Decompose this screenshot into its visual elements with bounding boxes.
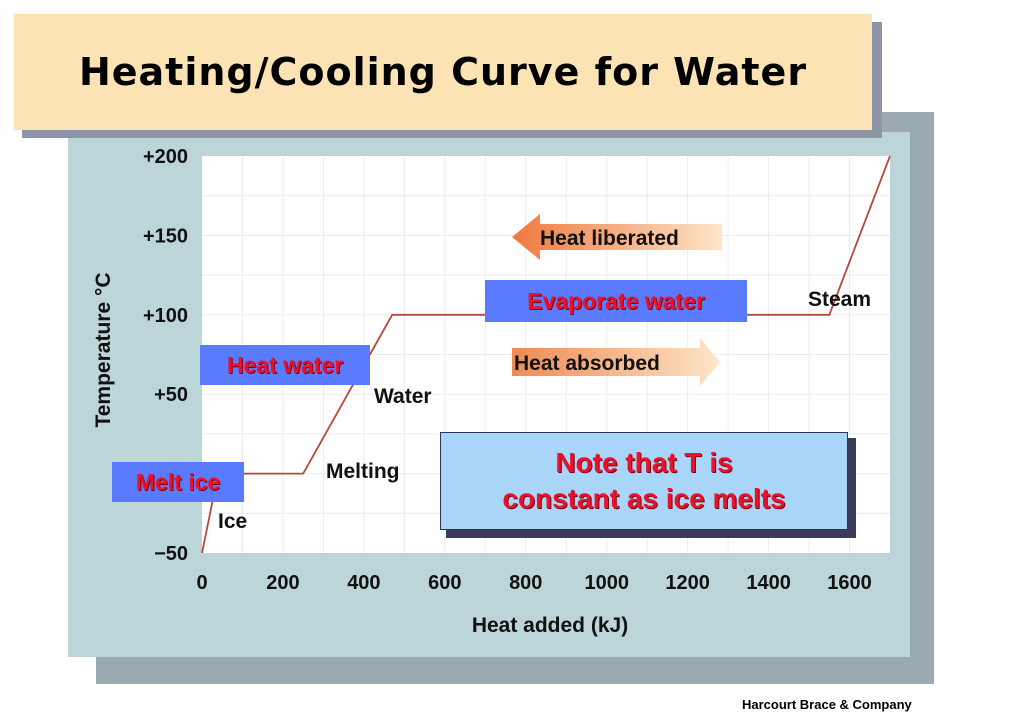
x-tick-label: 1400	[746, 572, 791, 594]
y-tick-label: +150	[143, 225, 188, 247]
steam-label: Steam	[808, 288, 871, 311]
y-tick-label: +100	[143, 305, 188, 327]
evaporate-water-label: Evaporate water	[485, 280, 747, 322]
x-tick-label: 1200	[665, 572, 710, 594]
water-label: Water	[374, 385, 432, 408]
ice-label: Ice	[218, 510, 247, 533]
publisher-credit: Harcourt Brace & Company	[742, 697, 912, 712]
heat-water-label: Heat water	[200, 345, 370, 385]
melt-ice-label: Melt ice	[112, 462, 244, 502]
y-tick-labels: −50 +50 +100 +150 +200	[143, 146, 188, 565]
y-tick-label: −50	[154, 543, 188, 565]
y-axis-label: Temperature °C	[92, 272, 115, 427]
heat-absorbed-arrow	[512, 338, 720, 386]
x-tick-label: 1000	[584, 572, 629, 594]
page-title: Heating/Cooling Curve for Water	[78, 50, 808, 94]
x-tick-label: 200	[266, 572, 299, 594]
note-box: Note that T is constant as ice melts	[440, 432, 848, 530]
note-line-2: constant as ice melts	[502, 483, 786, 514]
x-tick-label: 1600	[827, 572, 872, 594]
x-tick-label: 0	[196, 572, 207, 594]
x-tick-labels: 0 200 400 600 800 1000 1200 1400 1600	[196, 572, 871, 594]
x-tick-label: 600	[428, 572, 461, 594]
x-tick-label: 800	[509, 572, 542, 594]
heat-liberated-label: Heat liberated	[540, 227, 679, 250]
y-tick-label: +50	[154, 384, 188, 406]
y-tick-label: +200	[143, 146, 188, 168]
x-tick-label: 400	[347, 572, 380, 594]
x-axis-label: Heat added (kJ)	[472, 614, 628, 637]
title-box: Heating/Cooling Curve for Water	[14, 14, 872, 130]
melting-label: Melting	[326, 460, 400, 483]
note-line-1: Note that T is	[555, 447, 733, 478]
heat-liberated-arrow	[512, 214, 722, 260]
heat-absorbed-label: Heat absorbed	[514, 352, 660, 375]
